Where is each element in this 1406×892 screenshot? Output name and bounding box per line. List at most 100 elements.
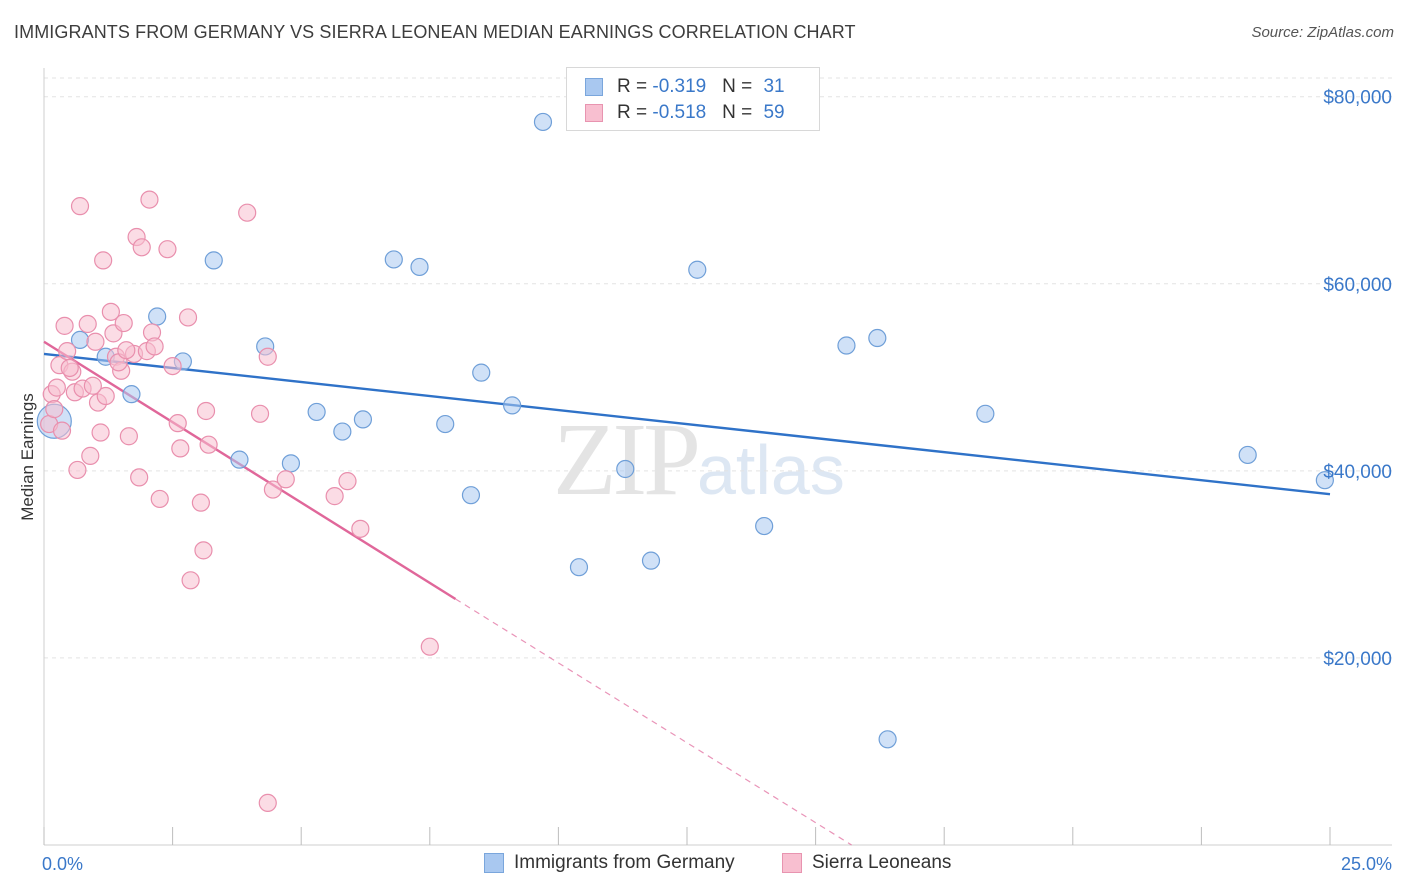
point-sierra: [181, 571, 200, 590]
point-sierra: [68, 460, 87, 480]
point-sierra: [258, 793, 277, 813]
legend-stats-germany: R = -0.319 N = 31: [617, 76, 785, 98]
point-sierra: [276, 470, 295, 489]
point-germany: [472, 363, 491, 382]
series-name-germany: Immigrants from Germany: [514, 852, 735, 873]
series-swatch-germany: [484, 853, 504, 873]
point-germany: [204, 251, 223, 270]
point-sierra: [150, 489, 169, 509]
legend-swatch-germany: [585, 78, 603, 96]
point-germany: [837, 336, 856, 355]
trend-extension-sierra: [455, 598, 852, 846]
trend-line-germany: [43, 352, 1331, 496]
y-tick-label: $60,000: [1323, 275, 1392, 296]
point-sierra: [163, 356, 182, 376]
point-sierra: [199, 435, 218, 454]
legend-swatch-sierra: [585, 104, 603, 122]
point-sierra: [194, 541, 213, 560]
point-germany: [461, 486, 481, 505]
point-germany: [503, 396, 522, 415]
x-tick-label: 0.0%: [42, 854, 83, 874]
point-germany: [878, 730, 897, 749]
point-sierra: [196, 401, 216, 421]
point-germany: [436, 414, 455, 434]
point-sierra: [238, 203, 257, 222]
point-sierra: [96, 386, 115, 406]
point-sierra: [178, 308, 198, 327]
source-label: Source: ZipAtlas.com: [1251, 24, 1394, 41]
point-germany: [410, 257, 429, 277]
point-germany: [1315, 471, 1334, 490]
axes: [43, 68, 1392, 846]
point-sierra: [47, 378, 66, 397]
point-germany: [148, 307, 167, 326]
point-germany: [1238, 445, 1257, 465]
point-sierra: [145, 337, 164, 356]
point-sierra: [114, 313, 133, 333]
point-germany: [353, 410, 373, 429]
series-legend: Immigrants from Germany Sierra Leoneans: [0, 852, 1406, 878]
legend-n-value: 59: [763, 102, 785, 123]
chart-title: IMMIGRANTS FROM GERMANY VS SIERRA LEONEA…: [14, 22, 856, 42]
legend-r-value: -0.518: [652, 102, 707, 123]
point-sierra: [420, 637, 439, 656]
point-sierra: [52, 421, 72, 440]
point-germany: [616, 459, 635, 479]
data-points: [36, 112, 1334, 813]
point-germany: [230, 450, 249, 469]
point-sierra: [91, 423, 110, 442]
trend-lines: [43, 340, 1331, 846]
point-germany: [333, 422, 352, 441]
legend-n-value: 31: [763, 76, 785, 97]
legend-r-value: -0.319: [652, 76, 707, 97]
point-sierra: [70, 197, 90, 216]
point-germany: [755, 516, 774, 536]
point-sierra: [83, 376, 102, 395]
point-sierra: [58, 342, 77, 361]
series-swatch-sierra: [782, 853, 802, 873]
series-name-sierra: Sierra Leoneans: [812, 852, 952, 873]
correlation-legend: R = -0.319 N = 31 R = -0.518 N = 59: [566, 67, 820, 131]
point-germany: [384, 250, 403, 269]
point-sierra: [86, 332, 105, 351]
point-sierra: [81, 446, 100, 465]
point-sierra: [132, 238, 151, 257]
y-tick-label: $20,000: [1323, 649, 1392, 670]
point-sierra: [325, 487, 344, 506]
point-sierra: [191, 493, 210, 512]
y-tick-label: $40,000: [1323, 462, 1392, 483]
y-tick-label: $80,000: [1323, 88, 1392, 109]
point-germany: [533, 112, 553, 132]
axis-labels: $20,000 $40,000 $60,000 $80,000 0.0% 25.0% Med…: [18, 88, 1392, 874]
legend-n-label: N =: [722, 102, 758, 123]
point-sierra: [351, 519, 370, 538]
y-axis-label: Median Earnings: [18, 393, 37, 521]
point-sierra: [263, 480, 283, 499]
point-sierra: [250, 404, 270, 423]
point-germany: [569, 558, 589, 577]
watermark-atlas: atlas: [697, 431, 845, 509]
point-sierra: [338, 472, 357, 491]
point-sierra: [140, 190, 159, 209]
watermark: ZIPatlas: [553, 400, 845, 519]
point-sierra: [78, 314, 97, 334]
point-sierra: [101, 302, 120, 321]
point-germany: [976, 404, 995, 423]
gridlines: [44, 77, 1392, 659]
legend-stats-sierra: R = -0.518 N = 59: [617, 102, 785, 124]
point-sierra: [130, 468, 149, 487]
point-sierra: [168, 414, 187, 433]
point-sierra: [171, 439, 190, 458]
watermark-zip: ZIP: [553, 402, 701, 517]
point-germany: [641, 551, 661, 570]
point-sierra: [45, 400, 64, 419]
point-sierra: [117, 341, 136, 360]
legend-n-label: N =: [722, 76, 758, 97]
point-sierra: [119, 427, 138, 446]
x-tick-label: 25.0%: [1341, 854, 1392, 874]
point-sierra: [55, 316, 74, 335]
legend-r-label: R =: [617, 102, 653, 123]
trend-line-sierra: [43, 340, 457, 601]
point-sierra: [158, 240, 177, 259]
